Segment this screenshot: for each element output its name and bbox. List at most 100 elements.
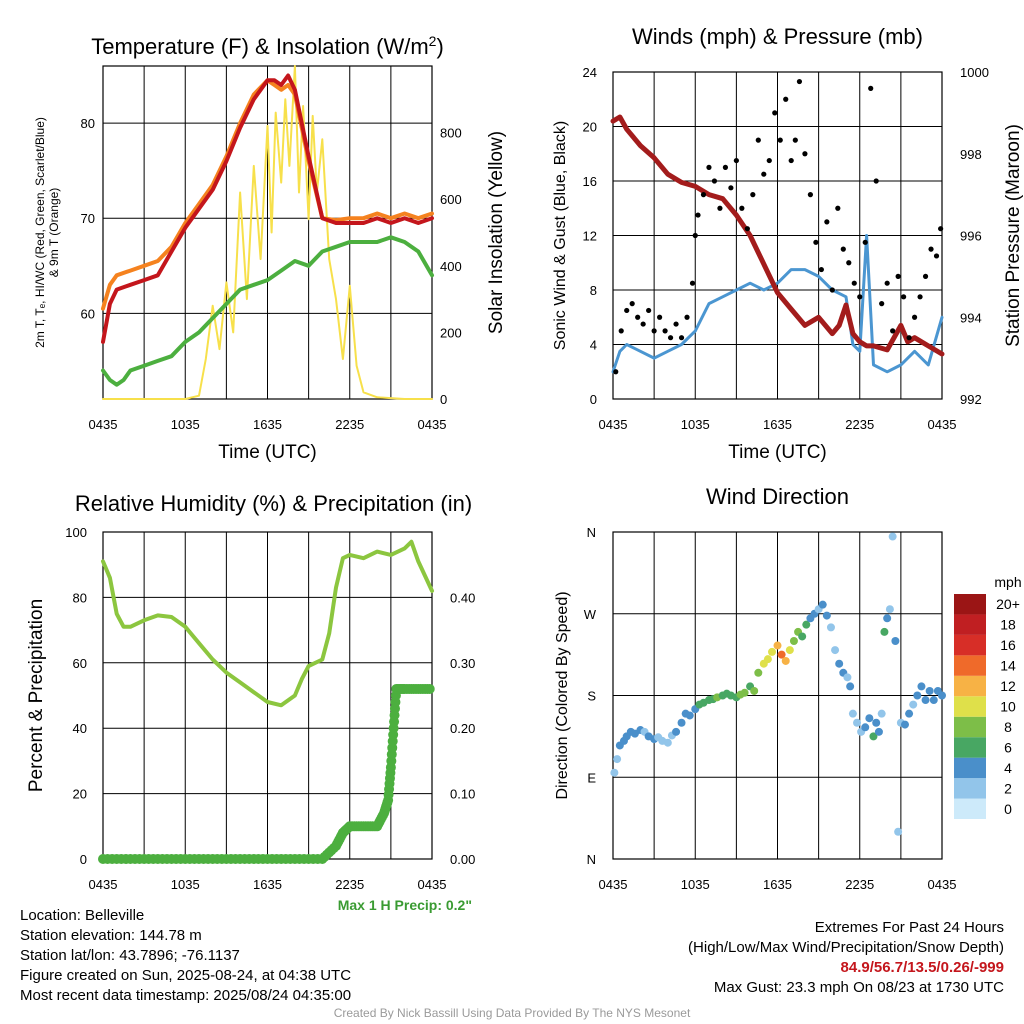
colorbar-swatch: [954, 716, 986, 738]
winds-ytick-right-label: 994: [960, 310, 982, 325]
colorbar-swatch: [954, 594, 986, 615]
wdir-point: [853, 718, 862, 727]
station-latlon: Station lat/lon: 43.7896; -76.1137: [20, 947, 240, 964]
most-recent-timestamp: Most recent data timestamp: 2025/08/24 0…: [20, 987, 352, 1004]
winds-gust-point: [906, 335, 912, 341]
colorbar-unit: mph: [994, 574, 1021, 590]
colorbar-label: 6: [1004, 739, 1012, 755]
temp-ytick-label: 60: [81, 306, 95, 321]
wdir-point: [663, 738, 672, 747]
winds-gust-point: [862, 239, 868, 245]
winds-gust-point: [879, 301, 885, 307]
winds-gust-point: [818, 266, 824, 273]
winds-gust-point: [840, 246, 846, 252]
winds-gust-point: [739, 205, 745, 211]
winds-chart-title: Winds (mph) & Pressure (mb): [632, 24, 923, 49]
winds-gust-point: [792, 137, 798, 143]
station-info: Location: Belleville Station elevation: …: [20, 906, 351, 1006]
winds-gust-point: [706, 164, 712, 170]
colorbar-label: 10: [1000, 699, 1016, 715]
winds-gust-point: [722, 164, 729, 170]
rh-ytick-right-label: 0.00: [450, 852, 475, 867]
extremes-values: 84.9/56.7/13.5/0.26/-999: [840, 959, 1004, 976]
winds-ytick-label: 8: [590, 283, 597, 298]
wdir-xtick-label: 0435: [599, 877, 628, 892]
winds-xtick-label: 2235: [845, 417, 874, 432]
credit-line: Created By Nick Bassill Using Data Provi…: [333, 1006, 691, 1020]
winds-gust-point: [646, 307, 652, 314]
colorbar-swatch: [954, 798, 986, 819]
extremes-heading: Extremes For Past 24 Hours: [814, 919, 1004, 936]
winds-gust-point: [777, 137, 783, 143]
winds-gust-point: [689, 280, 696, 286]
temp-xtick-label: 1635: [253, 417, 282, 432]
wdir-point: [872, 718, 881, 727]
winds-gust-point: [901, 294, 907, 300]
winds-gust-point: [783, 96, 789, 102]
wdir-point: [740, 688, 749, 697]
winds-gust-point: [667, 335, 674, 341]
winds-ytick-label: 12: [583, 229, 597, 244]
temp-ytick-label: 80: [81, 116, 95, 131]
wdir-point: [913, 691, 922, 700]
colorbar-label: 18: [1000, 617, 1016, 633]
wdir-point: [865, 714, 874, 723]
temp-series-line: [101, 235, 434, 387]
winds-ytick-right-label: 992: [960, 392, 982, 407]
temp-series-line: [101, 73, 434, 344]
winds-x-axis-label: Time (UTC): [728, 442, 827, 463]
rh-ytick-label: 60: [73, 656, 87, 671]
wdir-point: [773, 641, 782, 650]
winds-gust-point: [744, 226, 750, 232]
colorbar-swatch: [954, 696, 986, 717]
wdir-point: [818, 600, 827, 609]
wdir-point: [925, 686, 934, 695]
wdir-point: [909, 700, 918, 709]
temp-ytick-right-label: 400: [440, 259, 462, 274]
wdir-point: [777, 650, 786, 659]
winds-gust-point: [857, 294, 863, 300]
winds-gust-point: [895, 273, 901, 279]
temp-ytick-right-label: 800: [440, 126, 462, 141]
wdir-point: [894, 827, 903, 836]
wdir-point: [921, 696, 930, 705]
temp-ytick-label: 70: [81, 211, 95, 226]
wdir-point: [917, 682, 926, 691]
temp-y-axis-label: 2m T, Tₑ, HI/WC (Red, Green, Scarlet/Blu…: [33, 117, 47, 348]
colorbar-label: 2: [1004, 780, 1012, 796]
wdir-xtick-label: 2235: [845, 877, 874, 892]
station-elevation: Station elevation: 144.78 m: [20, 927, 202, 944]
colorbar-swatch: [954, 778, 986, 799]
rh-precip-annotation: Max 1 H Precip: 0.2": [338, 897, 472, 913]
temp-ytick-right-label: 0: [440, 392, 447, 407]
wdir-ytick-label: N: [587, 525, 596, 540]
temp-xtick-label: 0435: [89, 417, 118, 432]
colorbar-swatch: [954, 737, 986, 758]
colorbar-swatch: [954, 675, 986, 697]
winds-gust-point: [873, 178, 879, 184]
winds-gust-point: [766, 157, 772, 164]
winds-gust-point: [692, 232, 698, 239]
wdir-point: [843, 673, 852, 682]
wdir-point: [900, 720, 909, 729]
rh-xtick-label: 1035: [171, 877, 200, 892]
wdir-point: [877, 709, 886, 718]
wdir-point: [781, 656, 790, 665]
wdir-point: [888, 532, 897, 541]
wdir-point: [929, 696, 938, 705]
wdir-point: [891, 637, 900, 645]
rh-xtick-label: 1635: [253, 877, 282, 892]
wdir-point: [938, 691, 946, 700]
winds-gust-point: [624, 307, 630, 314]
colorbar-label: 4: [1004, 760, 1012, 776]
wdir-ytick-label: E: [587, 770, 596, 785]
rh-ytick-label: 100: [65, 525, 87, 540]
winds-xtick-label: 1035: [681, 417, 710, 432]
winds-gust-point: [802, 151, 808, 157]
wdir-xtick-label: 1635: [763, 877, 792, 892]
wdir-ytick-label: N: [587, 852, 596, 867]
winds-ytick-label: 20: [583, 120, 597, 135]
winds-ytick-label: 0: [590, 392, 597, 407]
rh-y-axis-label: Percent & Precipitation: [26, 599, 47, 792]
